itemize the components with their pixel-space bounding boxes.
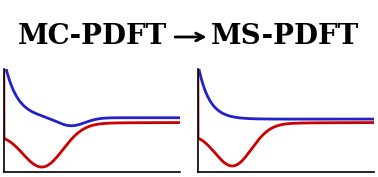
Text: MS-PDFT: MS-PDFT	[211, 24, 359, 50]
Text: MC-PDFT: MC-PDFT	[18, 24, 167, 50]
